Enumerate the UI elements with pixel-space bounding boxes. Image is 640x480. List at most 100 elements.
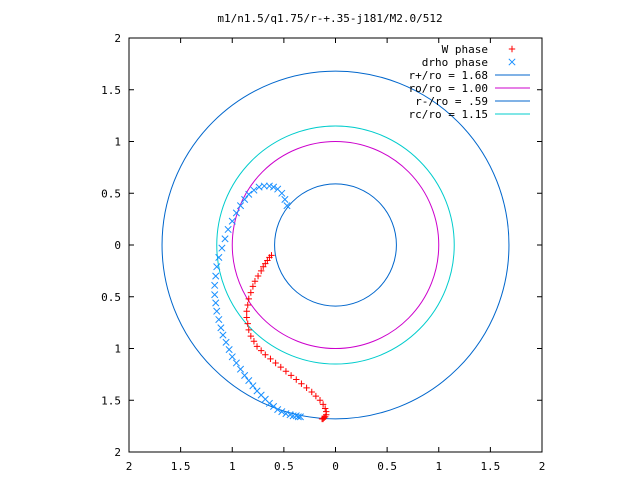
- y-tick-label: 0.5: [101, 291, 121, 304]
- drho-phase-point: [265, 399, 273, 407]
- x-tick-label: 0: [332, 460, 339, 473]
- w-phase-point: [244, 320, 251, 327]
- y-tick-label: 1: [114, 343, 121, 356]
- drho-phase-point: [217, 324, 225, 332]
- drho-phase-point: [225, 345, 233, 354]
- y-tick-label: 2: [114, 32, 121, 45]
- y-tick-label: 2: [114, 446, 121, 459]
- w-phase-point: [243, 314, 250, 321]
- w-phase-point: [287, 372, 295, 379]
- legend-swatch-1: [508, 58, 516, 66]
- w-phase-point: [319, 401, 327, 408]
- w-phase-point: [247, 332, 255, 340]
- drho-phase-point: [232, 359, 240, 367]
- w-phase-point: [253, 343, 261, 350]
- drho-phase-point: [245, 190, 253, 198]
- drho-phase-point: [212, 299, 220, 307]
- w-phase-point: [257, 347, 265, 354]
- drho-phase-point: [212, 272, 220, 280]
- w-phase-point: [293, 376, 300, 383]
- drho-phase-point: [236, 365, 245, 373]
- drho-phase-point: [255, 183, 263, 191]
- y-tick-label: 1.5: [101, 394, 121, 407]
- drho-phase-point: [222, 338, 230, 346]
- w-phase-point: [247, 289, 255, 296]
- w-phase-point: [303, 384, 310, 392]
- y-tick-label: 1: [114, 136, 121, 149]
- w-phase-point: [251, 278, 259, 285]
- legend-label-3: ro/ro = 1.00: [409, 82, 488, 95]
- drho-phase-point: [215, 253, 223, 261]
- w-phase-point: [277, 363, 284, 371]
- drho-phase-point: [211, 281, 219, 289]
- x-tick-label: 1: [435, 460, 442, 473]
- drho-phase-point: [224, 225, 232, 234]
- w-phase-point: [250, 338, 258, 345]
- w-phase-point: [243, 308, 250, 315]
- drho-phase-point: [228, 217, 236, 225]
- legend-label-2: r+/ro = 1.68: [409, 69, 488, 82]
- series-1: [211, 182, 304, 421]
- drho-phase-point: [215, 315, 223, 324]
- drho-phase-point: [281, 195, 289, 204]
- drho-phase-point: [265, 182, 273, 190]
- drho-phase-point: [294, 413, 302, 421]
- y-tick-label: 0: [114, 239, 121, 252]
- w-phase-point: [249, 283, 257, 290]
- w-phase-point: [262, 351, 269, 358]
- legend-swatch-0: [508, 45, 516, 53]
- circle-5: [216, 125, 455, 365]
- drho-phase-point: [278, 408, 286, 416]
- x-tick-label: 0.5: [377, 460, 397, 473]
- drho-phase-point: [282, 410, 290, 418]
- legend-label-5: rc/ro = 1.15: [409, 108, 488, 121]
- series-0: [243, 252, 330, 423]
- w-phase-point: [298, 380, 305, 387]
- drho-phase-point: [250, 186, 258, 194]
- drho-phase-point: [241, 371, 249, 379]
- drho-phase-point: [211, 291, 219, 299]
- w-phase-point: [245, 295, 252, 303]
- drho-phase-point: [283, 202, 291, 210]
- w-phase-point: [254, 272, 262, 280]
- circle-4: [274, 183, 397, 307]
- drho-phase-point: [213, 263, 221, 271]
- circle-3: [231, 141, 440, 349]
- drho-phase-point: [219, 331, 227, 339]
- w-phase-point: [272, 359, 279, 367]
- drho-phase-point: [221, 235, 229, 243]
- drho-phase-point: [274, 185, 282, 193]
- x-tick-label: 1: [229, 460, 236, 473]
- x-tick-label: 2: [539, 460, 546, 473]
- circle-2: [161, 70, 510, 420]
- drho-phase-point: [249, 382, 257, 390]
- plot-area: [161, 70, 510, 423]
- legend-label-4: r-/ro = .59: [415, 95, 488, 108]
- legend-label-0: W phase: [442, 43, 488, 56]
- axis-ticks: 2 1.5 1 0.5 0 0.5 1 1.5 221.510.500.511.52: [101, 32, 545, 473]
- drho-phase-point: [213, 307, 221, 315]
- drho-phase-point: [269, 183, 278, 191]
- drho-phase-point: [236, 202, 245, 210]
- drho-phase-point: [274, 406, 282, 414]
- drho-phase-point: [228, 353, 236, 361]
- w-phase-point: [257, 267, 265, 275]
- legend-label-1: drho phase: [422, 56, 488, 69]
- w-phase-point: [260, 263, 267, 270]
- w-phase-point: [318, 415, 326, 423]
- w-phase-point: [245, 326, 252, 334]
- drho-phase-point: [292, 412, 300, 420]
- w-phase-point: [321, 405, 329, 412]
- w-phase-point: [244, 301, 251, 309]
- drho-phase-point: [241, 195, 249, 204]
- y-tick-label: 1.5: [101, 84, 121, 97]
- x-tick-label: 0.5: [274, 460, 294, 473]
- w-phase-point: [312, 392, 320, 400]
- chart-title: m1/n1.5/q1.75/r-+.35-j181/M2.0/512: [217, 12, 442, 25]
- x-tick-label: 2: [126, 460, 133, 473]
- x-tick-label: 1.5: [171, 460, 191, 473]
- drho-phase-point: [232, 209, 240, 217]
- drho-phase-point: [218, 244, 226, 252]
